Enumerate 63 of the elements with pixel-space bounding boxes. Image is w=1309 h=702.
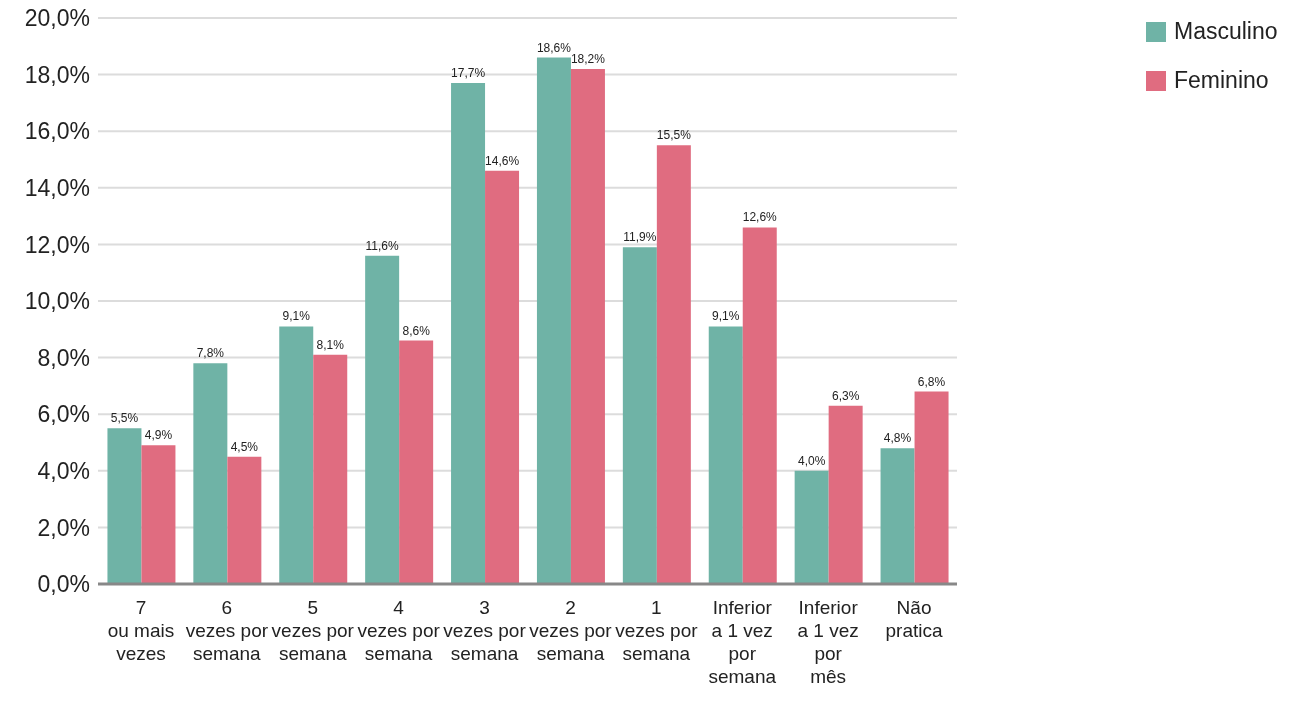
data-label: 18,6%: [536, 40, 572, 55]
bar: [193, 363, 228, 584]
data-label: 8,1%: [316, 337, 345, 352]
bar: [828, 405, 863, 584]
data-label: 11,6%: [365, 238, 400, 253]
data-label: 12,6%: [742, 210, 778, 225]
data-label: 9,1%: [712, 309, 740, 324]
x-tick-label: 3 vezes por semana: [443, 597, 527, 664]
bar: [485, 170, 520, 584]
bar: [622, 247, 657, 584]
bar: [656, 145, 691, 584]
y-tick-label: 14,0%: [24, 174, 90, 201]
x-tick-label: 5 vezes por semana: [271, 597, 355, 664]
y-tick-label: 8,0%: [37, 344, 90, 371]
data-label: 18,2%: [570, 51, 606, 66]
bar: [227, 456, 262, 584]
bar: [365, 255, 400, 584]
y-tick-label: 2,0%: [37, 514, 90, 541]
bar: [708, 326, 743, 584]
x-tick-label: 2 vezes por semana: [529, 597, 613, 664]
bar: [570, 68, 605, 584]
x-tick-label: Inferior a 1 vez por semana: [708, 597, 777, 687]
bar: [880, 448, 915, 584]
bar: [914, 391, 949, 584]
data-label: 6,8%: [917, 374, 946, 389]
bar: [107, 428, 142, 584]
data-label: 17,7%: [451, 66, 486, 81]
x-tick-label: Inferior a 1 vez por mês: [797, 597, 859, 687]
bar: [794, 470, 829, 584]
y-tick-label: 18,0%: [24, 61, 90, 88]
y-tick-label: 6,0%: [37, 401, 90, 428]
data-label: 8,6%: [402, 323, 431, 338]
y-tick-label: 0,0%: [37, 571, 90, 598]
bar: [399, 340, 434, 584]
data-label: 4,9%: [144, 428, 173, 443]
data-label: 6,3%: [831, 388, 860, 403]
y-tick-label: 12,0%: [24, 231, 90, 258]
data-label: 4,0%: [797, 453, 826, 468]
x-tick-label: 7 ou mais vezes: [107, 597, 175, 664]
x-tick-label: 6 vezes por semana: [185, 597, 269, 664]
bar: [313, 354, 348, 584]
x-tick-label: 1 vezes por semana: [615, 597, 699, 664]
data-label: 11,9%: [623, 230, 657, 245]
data-label: 4,5%: [230, 439, 259, 454]
data-label: 7,8%: [196, 346, 225, 361]
bar: [451, 83, 486, 584]
data-label: 5,5%: [110, 411, 139, 426]
bar: [141, 445, 176, 584]
bar: [742, 227, 777, 584]
y-tick-label: 4,0%: [37, 457, 90, 484]
data-label: 14,6%: [485, 153, 520, 168]
data-label: 15,5%: [656, 128, 692, 143]
y-tick-label: 10,0%: [24, 288, 90, 315]
legend-label: Masculino: [1174, 18, 1278, 45]
data-label: 4,8%: [883, 431, 912, 446]
data-label: 9,1%: [282, 309, 311, 324]
bar: [279, 326, 314, 584]
y-tick-label: 16,0%: [24, 118, 90, 145]
legend-label: Feminino: [1174, 67, 1269, 94]
x-tick-label: Não pratica: [885, 597, 943, 641]
x-tick-label: 4 vezes por semana: [357, 597, 441, 664]
y-tick-label: 20,0%: [24, 5, 90, 32]
bar: [536, 57, 571, 584]
